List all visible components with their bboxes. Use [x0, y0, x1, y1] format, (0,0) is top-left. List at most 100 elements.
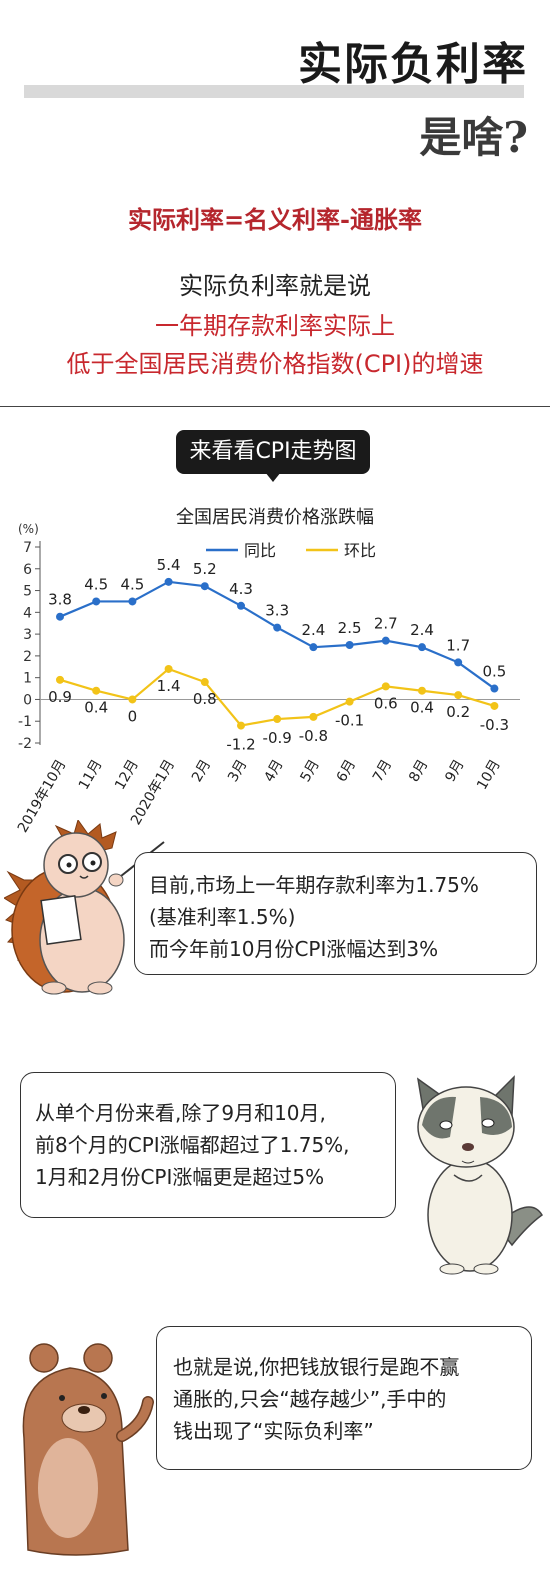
- x-tick-label: 4月: [261, 757, 286, 785]
- section-label-pointer: [265, 472, 281, 482]
- data-point-0: [381, 636, 390, 645]
- title-divider-bar: [24, 85, 524, 98]
- data-label-0: 3.3: [265, 602, 289, 620]
- y-tick-label: 4: [23, 605, 32, 621]
- intro-line-2: 一年期存款利率实际上: [155, 312, 395, 340]
- data-label-1: -0.8: [299, 727, 328, 745]
- chart-title: 全国居民消费价格涨跌幅: [176, 507, 374, 528]
- data-point-0: [200, 582, 209, 591]
- data-label-0: 2.4: [410, 621, 434, 639]
- hedgehog-illustration: [4, 820, 165, 995]
- page-subtitle: 是啥?: [419, 113, 528, 162]
- bubble-2-line-3: 1月和2月份CPI涨幅更是超过5%: [35, 1165, 325, 1189]
- data-label-0: 0.5: [482, 663, 506, 681]
- data-label-0: 4.5: [84, 575, 108, 593]
- data-point-0: [490, 684, 499, 693]
- x-tick-label: 9月: [442, 757, 467, 785]
- data-point-1: [164, 664, 173, 673]
- x-tick-label: 2月: [189, 757, 214, 785]
- data-label-1: -0.1: [335, 712, 364, 730]
- data-point-1: [418, 686, 426, 695]
- speech-bubble-2: 从单个月份来看,除了9月和10月, 前8个月的CPI涨幅都超过了1.75%, 1…: [20, 1072, 396, 1218]
- x-tick-label: 11月: [76, 757, 106, 793]
- data-point-0: [56, 612, 64, 621]
- intro-line-3: 低于全国居民消费价格指数(CPI)的增速: [66, 350, 484, 378]
- data-label-1: 0.6: [374, 694, 398, 712]
- data-label-0: 4.3: [229, 580, 253, 598]
- y-tick-label: -2: [18, 736, 32, 752]
- bubble-1-line-1: 目前,市场上一年期存款利率为1.75%: [149, 873, 479, 897]
- y-tick-label: 1: [23, 671, 32, 687]
- data-point-0: [273, 623, 282, 632]
- data-point-1: [273, 715, 282, 724]
- data-label-1: 0.9: [48, 688, 72, 706]
- intro-line-1: 实际负利率就是说: [179, 272, 371, 300]
- data-point-0: [345, 641, 354, 649]
- data-label-1: -1.2: [226, 736, 255, 754]
- data-label-1: 1.4: [157, 677, 181, 695]
- y-tick-label: -1: [18, 714, 32, 730]
- y-tick-label: 5: [23, 584, 32, 600]
- bear-illustration: [22, 1343, 154, 1556]
- data-point-1: [309, 712, 318, 721]
- data-label-0: 5.4: [157, 556, 181, 574]
- data-label-1: 0.8: [193, 690, 217, 708]
- data-point-1: [237, 721, 245, 730]
- cat-illustration: [416, 1075, 543, 1275]
- x-tick-label: 10月: [474, 757, 504, 793]
- data-label-1: -0.9: [263, 729, 292, 747]
- data-label-0: 1.7: [446, 636, 470, 654]
- page-title: 实际负利率: [298, 39, 528, 90]
- y-tick-label: 7: [23, 540, 32, 556]
- x-tick-label: 7月: [370, 757, 395, 785]
- legend-label-1: 环比: [344, 541, 376, 560]
- data-label-0: 2.5: [338, 619, 362, 637]
- y-tick-label: 0: [23, 692, 32, 708]
- data-label-1: 0.4: [84, 699, 108, 717]
- data-point-1: [200, 678, 209, 687]
- x-tick-label: 8月: [406, 757, 431, 785]
- data-point-1: [454, 691, 463, 700]
- speech-bubble-3: 也就是说,你把钱放银行是跑不赢 通胀的,只会“越存越少”,手中的 钱出现了“实际…: [156, 1326, 532, 1470]
- data-point-0: [418, 643, 426, 652]
- bubble-1-line-3: 而今年前10月份CPI涨幅达到3%: [149, 937, 439, 961]
- data-point-1: [128, 695, 137, 704]
- data-label-0: 2.4: [301, 621, 325, 639]
- data-point-0: [237, 601, 245, 610]
- data-label-0: 3.8: [48, 591, 72, 609]
- bubble-3-line-2: 通胀的,只会“越存越少”,手中的: [173, 1387, 447, 1411]
- data-point-0: [309, 643, 318, 652]
- data-point-1: [56, 675, 64, 684]
- data-label-1: 0: [128, 707, 138, 725]
- data-point-1: [92, 686, 101, 695]
- data-label-0: 2.7: [374, 615, 398, 633]
- speech-bubble-1: 目前,市场上一年期存款利率为1.75% (基准利率1.5%) 而今年前10月份C…: [134, 852, 537, 975]
- formula-text: 实际利率=名义利率-通胀率: [127, 205, 423, 234]
- data-point-0: [92, 597, 101, 606]
- x-tick-label: 5月: [298, 757, 323, 785]
- y-tick-label: 2: [23, 649, 32, 665]
- section-divider: [0, 406, 550, 407]
- bubble-2-line-2: 前8个月的CPI涨幅都超过了1.75%,: [35, 1133, 350, 1157]
- data-label-1: 0.4: [410, 699, 434, 717]
- bubble-3-line-3: 钱出现了“实际负利率”: [173, 1419, 374, 1443]
- data-point-1: [381, 682, 390, 691]
- data-point-1: [490, 701, 499, 710]
- data-label-0: 5.2: [193, 560, 217, 578]
- data-point-0: [164, 577, 173, 586]
- x-tick-label: 6月: [334, 757, 359, 785]
- x-tick-label: 3月: [225, 757, 250, 785]
- bubble-2-line-1: 从单个月份来看,除了9月和10月,: [35, 1101, 326, 1125]
- data-point-0: [128, 597, 137, 606]
- y-tick-label: 3: [23, 627, 32, 643]
- data-point-0: [454, 658, 463, 667]
- bubble-3-line-1: 也就是说,你把钱放银行是跑不赢: [173, 1355, 460, 1379]
- x-tick-label: 12月: [112, 757, 142, 793]
- data-label-0: 4.5: [120, 575, 144, 593]
- y-tick-label: 6: [23, 562, 32, 578]
- bubble-1-line-2: (基准利率1.5%): [149, 905, 296, 929]
- data-label-1: -0.3: [480, 716, 509, 734]
- data-point-1: [345, 697, 354, 706]
- y-axis-unit-label: (%): [18, 522, 39, 536]
